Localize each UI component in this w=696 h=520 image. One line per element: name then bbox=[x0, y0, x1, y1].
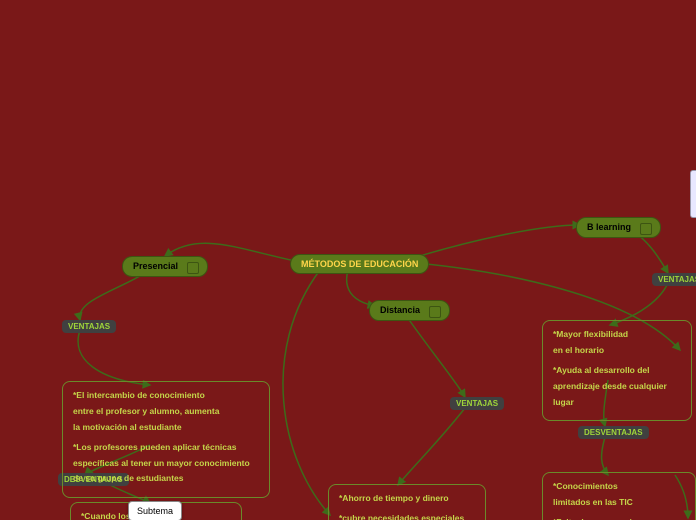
box-blearning-ventajas[interactable]: *Mayor flexibilidaden el horario*Ayuda a… bbox=[542, 320, 692, 421]
notes-icon[interactable] bbox=[429, 306, 439, 316]
box-presencial-ventajas[interactable]: *El intercambio de conocimientoentre el … bbox=[62, 381, 270, 498]
notes-icon[interactable] bbox=[640, 223, 650, 233]
box-blearning-desventajas[interactable]: *Conocimientoslimitados en las TIC*Falta… bbox=[542, 472, 696, 520]
subtema-input[interactable]: Subtema bbox=[128, 501, 182, 520]
branch-blearning[interactable]: B learning bbox=[576, 217, 661, 238]
branch-distancia[interactable]: Distancia bbox=[369, 300, 450, 321]
side-panel-toggle[interactable] bbox=[690, 170, 696, 218]
tag-ventajas-distancia[interactable]: VENTAJAS bbox=[450, 397, 504, 410]
box-distancia-ventajas[interactable]: *Ahorro de tiempo y dinero*cubre necesid… bbox=[328, 484, 486, 520]
tag-desventajas-blearning[interactable]: DESVENTAJAS bbox=[578, 426, 649, 439]
notes-icon[interactable] bbox=[187, 262, 197, 272]
root-node[interactable]: MÉTODOS DE EDUCACIÓN bbox=[290, 254, 429, 274]
branch-presencial-label: Presencial bbox=[133, 261, 178, 271]
tag-ventajas-presencial[interactable]: VENTAJAS bbox=[62, 320, 116, 333]
branch-distancia-label: Distancia bbox=[380, 305, 420, 315]
branch-presencial[interactable]: Presencial bbox=[122, 256, 208, 277]
tag-ventajas-blearning[interactable]: VENTAJAS bbox=[652, 273, 696, 286]
branch-blearning-label: B learning bbox=[587, 222, 631, 232]
